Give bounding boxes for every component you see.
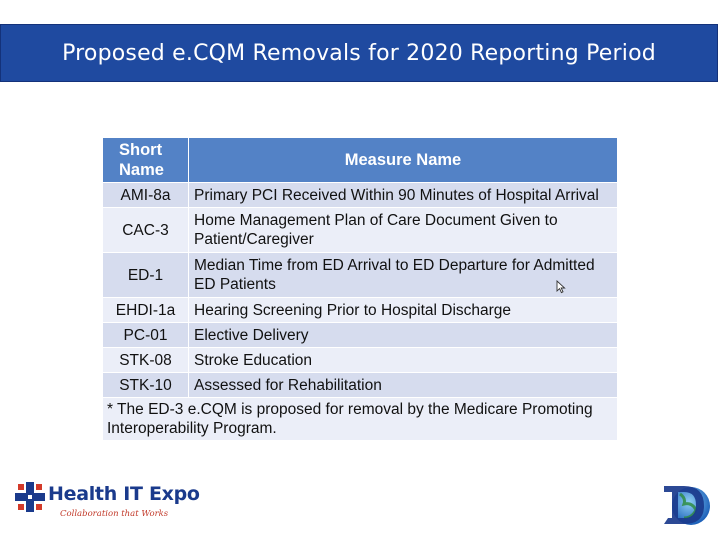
- slide-title: Proposed e.CQM Removals for 2020 Reporti…: [62, 40, 656, 66]
- measure-name-cell: Assessed for Rehabilitation: [188, 372, 618, 398]
- short-name-cell: AMI-8a: [102, 182, 189, 208]
- short-name-cell: PC-01: [102, 322, 189, 348]
- short-name-cell: STK-08: [102, 347, 189, 373]
- short-name-cell: EHDI-1a: [102, 297, 189, 323]
- table-row: EHDI-1a Hearing Screening Prior to Hospit…: [102, 297, 618, 323]
- header-measure-name: Measure Name: [188, 137, 618, 183]
- slide-title-bar: Proposed e.CQM Removals for 2020 Reporti…: [0, 24, 718, 82]
- footnote-row: * The ED-3 e.CQM is proposed for removal…: [102, 397, 618, 441]
- table-row: AMI-8a Primary PCI Received Within 90 Min…: [102, 182, 618, 208]
- table-row: STK-08 Stroke Education: [102, 347, 618, 373]
- ecqm-table: Short Name Measure Name AMI-8a Primary PC…: [102, 137, 618, 441]
- measure-name-cell: Primary PCI Received Within 90 Minutes o…: [188, 182, 618, 208]
- health-it-expo-logo-icon: [15, 482, 45, 512]
- header-short-name: Short Name: [102, 137, 189, 183]
- measure-name-cell: Home Management Plan of Care Document Gi…: [188, 207, 618, 253]
- table-row: ED-1 Median Time from ED Arrival to ED De…: [102, 252, 618, 298]
- footnote-text: * The ED-3 e.CQM is proposed for removal…: [102, 397, 618, 441]
- logo-tagline: Collaboration that Works: [60, 509, 169, 519]
- table-row: CAC-3 Home Management Plan of Care Docume…: [102, 207, 618, 253]
- mouse-cursor-icon: [556, 280, 566, 294]
- measure-name-cell: Median Time from ED Arrival to ED Depart…: [188, 252, 618, 298]
- table-header-row: Short Name Measure Name: [102, 137, 618, 183]
- measure-name-cell: Stroke Education: [188, 347, 618, 373]
- ecqm-table-image: Short Name Measure Name AMI-8a Primary PC…: [102, 137, 618, 441]
- table-body: AMI-8a Primary PCI Received Within 90 Min…: [102, 182, 618, 441]
- short-name-cell: STK-10: [102, 372, 189, 398]
- table-row: STK-10 Assessed for Rehabilitation: [102, 372, 618, 398]
- logo-name: Health IT Expo: [48, 483, 200, 505]
- short-name-cell: CAC-3: [102, 207, 189, 253]
- measure-name-cell: Elective Delivery: [188, 322, 618, 348]
- table-row: PC-01 Elective Delivery: [102, 322, 618, 348]
- d-globe-logo-icon: [664, 486, 710, 525]
- measure-name-cell: Hearing Screening Prior to Hospital Disc…: [188, 297, 618, 323]
- short-name-cell: ED-1: [102, 252, 189, 298]
